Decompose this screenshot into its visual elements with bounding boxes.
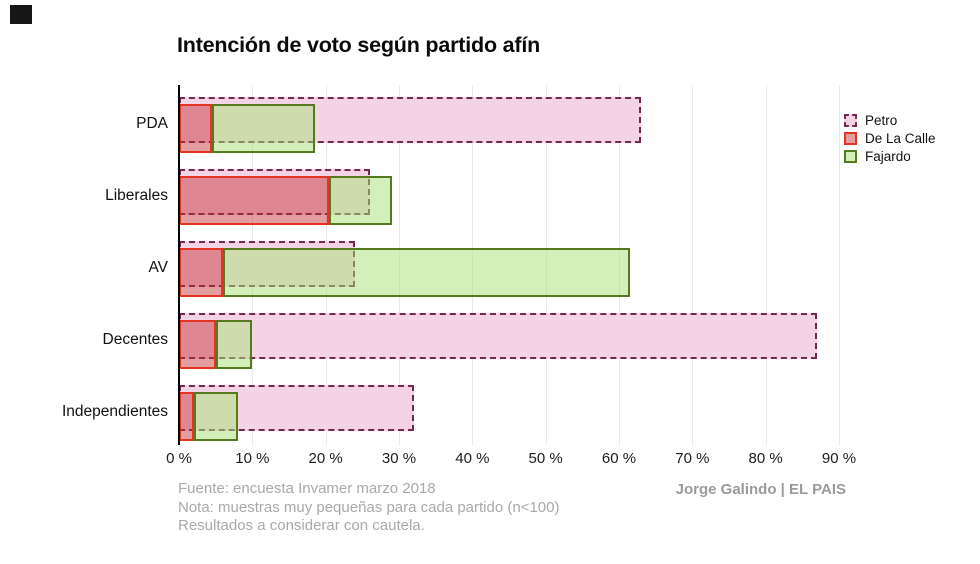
category-label: Independientes: [61, 403, 168, 420]
gridline: [692, 85, 694, 445]
footer-line: Resultados a considerar con cautela.: [178, 517, 425, 534]
fajardo-bar: [223, 248, 630, 297]
footer-line: Fuente: encuesta Invamer marzo 2018: [178, 480, 436, 497]
x-tick-label: 80 %: [748, 450, 783, 467]
fajardo-bar: [329, 176, 392, 225]
legend: Petro De La Calle Fajardo: [844, 113, 936, 167]
legend-swatch-petro: [844, 114, 857, 127]
x-tick-label: 0 %: [166, 450, 192, 467]
legend-item: Fajardo: [844, 149, 936, 164]
bar-row: [179, 232, 839, 304]
plot-area: [179, 85, 840, 448]
legend-swatch-de-la-calle: [844, 132, 857, 145]
x-tick-label: 40 %: [455, 450, 490, 467]
fajardo-bar: [215, 320, 253, 369]
x-tick-label: 60 %: [601, 450, 637, 467]
bar-row: [179, 160, 839, 232]
de-la-calle-bar: [179, 104, 212, 153]
y-axis-line: [178, 85, 180, 445]
x-tick-label: 10 %: [235, 450, 270, 467]
footer-notes: Fuente: encuesta Invamer marzo 2018 Nota:…: [178, 480, 559, 536]
de-la-calle-bar: [179, 176, 330, 225]
fajardo-bar: [193, 392, 238, 441]
legend-item: Petro: [844, 113, 936, 128]
footer-line: Nota: muestras muy pequeñas para cada pa…: [178, 498, 560, 516]
de-la-calle-bar: [179, 320, 216, 369]
legend-label: Petro: [865, 113, 898, 128]
category-label: AV: [148, 259, 168, 276]
bar-row: [179, 304, 839, 376]
legend-swatch-fajardo: [844, 150, 857, 163]
fajardo-bar: [212, 104, 315, 153]
category-label: Liberales: [105, 187, 168, 204]
x-tick-label: 20 %: [308, 450, 343, 467]
gridline: [765, 85, 767, 445]
bar-row: [179, 88, 839, 160]
gridline: [839, 85, 840, 445]
x-tick-label: 90 %: [821, 450, 857, 467]
legend-item: De La Calle: [844, 131, 936, 146]
x-tick-label: 30 %: [381, 450, 417, 467]
x-tick-label: 50 %: [528, 450, 563, 467]
legend-label: Fajardo: [865, 149, 911, 164]
chart-title: Intención de voto según partido afín: [177, 33, 541, 57]
category-label: Decentes: [102, 331, 168, 348]
bar-row: [179, 376, 839, 448]
de-la-calle-bar: [179, 392, 194, 441]
corner-mark: [10, 5, 32, 24]
petro-bar: [179, 313, 817, 359]
legend-label: De La Calle: [865, 131, 936, 146]
de-la-calle-bar: [179, 248, 223, 297]
x-tick-label: 70 %: [675, 450, 710, 467]
category-label: PDA: [136, 115, 168, 132]
credit-text: Jorge Galindo | EL PAIS: [675, 481, 846, 498]
